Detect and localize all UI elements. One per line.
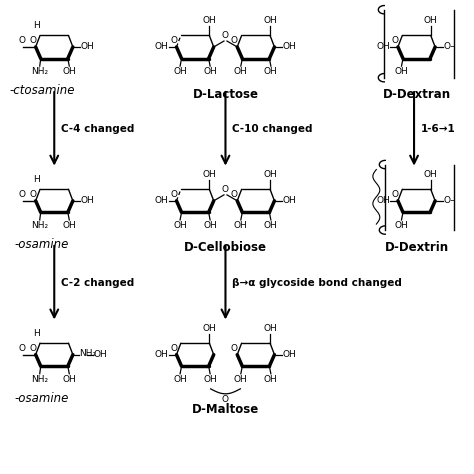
Text: OH: OH	[395, 221, 409, 230]
Text: OH: OH	[63, 67, 76, 76]
Text: OH: OH	[203, 375, 217, 384]
Text: NH₂: NH₂	[31, 221, 48, 230]
Text: OH: OH	[203, 221, 217, 230]
Text: H: H	[33, 175, 39, 184]
Text: O: O	[29, 36, 36, 45]
Text: C-2 changed: C-2 changed	[61, 278, 134, 288]
Text: NH₂: NH₂	[31, 375, 48, 384]
Text: OH: OH	[173, 221, 187, 230]
Text: OH: OH	[155, 43, 168, 52]
Text: OH: OH	[155, 350, 168, 359]
Text: OH: OH	[81, 196, 95, 205]
Text: O: O	[392, 190, 399, 199]
Text: H: H	[33, 21, 39, 30]
Text: O: O	[18, 344, 26, 353]
Text: D-Maltose: D-Maltose	[192, 403, 259, 416]
Text: OH: OH	[63, 375, 76, 384]
Text: OH: OH	[283, 43, 296, 52]
Text: C-4 changed: C-4 changed	[61, 124, 134, 134]
Text: -osamine: -osamine	[15, 238, 69, 251]
Text: OH: OH	[376, 196, 390, 205]
Text: O: O	[18, 190, 26, 199]
Text: -ctosamine: -ctosamine	[9, 84, 74, 97]
Text: OH: OH	[264, 67, 278, 76]
Text: OH: OH	[81, 43, 95, 52]
Text: OH: OH	[263, 170, 277, 179]
Text: O: O	[29, 344, 36, 353]
Text: OH: OH	[203, 67, 217, 76]
Text: O: O	[392, 36, 399, 45]
Text: OH: OH	[424, 16, 438, 25]
Text: OH: OH	[173, 375, 187, 384]
Text: OH: OH	[173, 67, 187, 76]
Text: D-Cellobiose: D-Cellobiose	[184, 241, 267, 255]
Text: O: O	[231, 36, 238, 45]
Text: O: O	[170, 190, 177, 199]
Text: OH: OH	[202, 170, 216, 179]
Text: C-10 changed: C-10 changed	[232, 124, 312, 134]
Text: O: O	[222, 185, 229, 194]
Text: OH: OH	[264, 375, 278, 384]
Text: OH: OH	[234, 67, 248, 76]
Text: NH₂: NH₂	[79, 349, 96, 358]
Text: OH: OH	[263, 16, 277, 25]
Text: -osamine: -osamine	[15, 392, 69, 405]
Text: OH: OH	[234, 375, 248, 384]
Text: 1-6→1: 1-6→1	[420, 124, 455, 134]
Text: OH: OH	[234, 221, 248, 230]
Text: O–: O–	[443, 196, 455, 205]
Text: O: O	[170, 36, 177, 45]
Text: OH: OH	[283, 350, 296, 359]
Text: OH: OH	[264, 221, 278, 230]
Text: O: O	[18, 36, 26, 45]
Text: OH: OH	[283, 196, 296, 205]
Text: O: O	[222, 395, 229, 404]
Text: OH: OH	[202, 324, 216, 333]
Text: OH: OH	[376, 43, 390, 52]
Text: O: O	[29, 190, 36, 199]
Text: OH: OH	[63, 221, 76, 230]
Text: OH: OH	[395, 67, 409, 76]
Text: O–: O–	[443, 43, 455, 52]
Text: β→α glycoside bond changed: β→α glycoside bond changed	[232, 278, 402, 288]
Text: D-Dextrin: D-Dextrin	[384, 241, 448, 255]
Text: H: H	[33, 329, 39, 338]
Text: O: O	[231, 190, 238, 199]
Text: O: O	[231, 344, 238, 353]
Text: OH: OH	[263, 324, 277, 333]
Text: OH: OH	[94, 350, 108, 359]
Text: OH: OH	[155, 196, 168, 205]
Text: D-Lactose: D-Lactose	[192, 88, 258, 100]
Text: D-Dextran: D-Dextran	[383, 88, 451, 100]
Text: OH: OH	[424, 170, 438, 179]
Text: O: O	[222, 31, 229, 40]
Text: NH₂: NH₂	[31, 67, 48, 76]
Text: O: O	[170, 344, 177, 353]
Text: OH: OH	[202, 16, 216, 25]
